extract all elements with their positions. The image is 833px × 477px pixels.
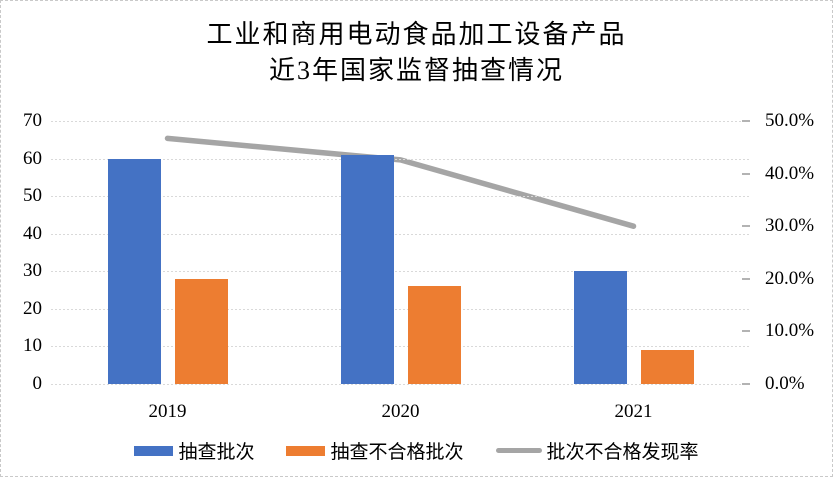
- chart-title-line2: 近3年国家监督抽查情况: [268, 56, 564, 85]
- right-axis-tick-label: 20.0%: [765, 267, 815, 289]
- left-axis-tick-label: 50: [23, 185, 42, 207]
- x-label-2021: 2021: [614, 401, 653, 422]
- gridline: [51, 158, 750, 160]
- gridline: [51, 233, 750, 235]
- left-axis-tick-label: 70: [23, 110, 42, 131]
- chart-title: 工业和商用电动食品加工设备产品 近3年国家监督抽查情况: [1, 17, 832, 89]
- legend: 抽查批次 抽查不合格批次 批次不合格发现率: [1, 437, 832, 464]
- right-axis-tick-label: 40.0%: [765, 162, 815, 184]
- legend-bar-swatch: [286, 445, 326, 456]
- bar-inspected-2020: [340, 154, 394, 384]
- bar-failed-2021: [640, 350, 694, 384]
- failure-rate-line: [164, 135, 637, 229]
- legend-item: 抽查批次: [134, 437, 254, 464]
- gridline: [51, 346, 750, 348]
- bar-failed-2019: [174, 278, 228, 384]
- left-axis-tick-label: 20: [23, 297, 42, 319]
- bar-failed-2020: [407, 286, 461, 384]
- left-axis-tick-label: 0: [32, 373, 43, 394]
- legend-item: 批次不合格发现率: [495, 437, 699, 464]
- right-axis-tick-mark: [742, 120, 750, 122]
- left-axis-tick-label: 60: [23, 147, 42, 169]
- right-axis-tick-label: 30.0%: [765, 215, 815, 237]
- gridline: [51, 271, 750, 273]
- right-axis-tick-mark: [742, 383, 750, 385]
- bar-inspected-2021: [573, 271, 627, 384]
- legend-line-swatch: [495, 448, 542, 453]
- left-axis-tick-label: 30: [23, 260, 42, 282]
- right-axis-tick-label: 50.0%: [765, 110, 815, 131]
- right-axis-tick-mark: [742, 277, 750, 280]
- gridline: [51, 384, 750, 385]
- legend-label: 抽查不合格批次: [330, 442, 464, 463]
- legend-label: 抽查批次: [178, 442, 255, 463]
- right-axis-tick-label: 10.0%: [765, 320, 815, 342]
- x-label-2020: 2020: [381, 401, 420, 422]
- legend-item: 抽查不合格批次: [286, 437, 464, 464]
- left-axis-tick-label: 40: [23, 222, 42, 244]
- left-axis-tick-label: 10: [23, 335, 42, 357]
- right-axis-tick-label: 0.0%: [765, 373, 805, 394]
- legend-label: 批次不合格发现率: [546, 442, 699, 463]
- bar-inspected-2019: [107, 158, 161, 384]
- chart-title-line1: 工业和商用电动食品加工设备产品: [206, 20, 627, 49]
- gridline: [51, 308, 750, 310]
- right-axis-tick-mark: [742, 330, 750, 333]
- gridline: [51, 121, 750, 122]
- x-label-2019: 2019: [148, 401, 187, 422]
- gridline: [51, 196, 750, 198]
- legend-bar-swatch: [134, 445, 174, 456]
- right-axis-tick-mark: [742, 225, 750, 228]
- right-axis-tick-mark: [742, 172, 750, 175]
